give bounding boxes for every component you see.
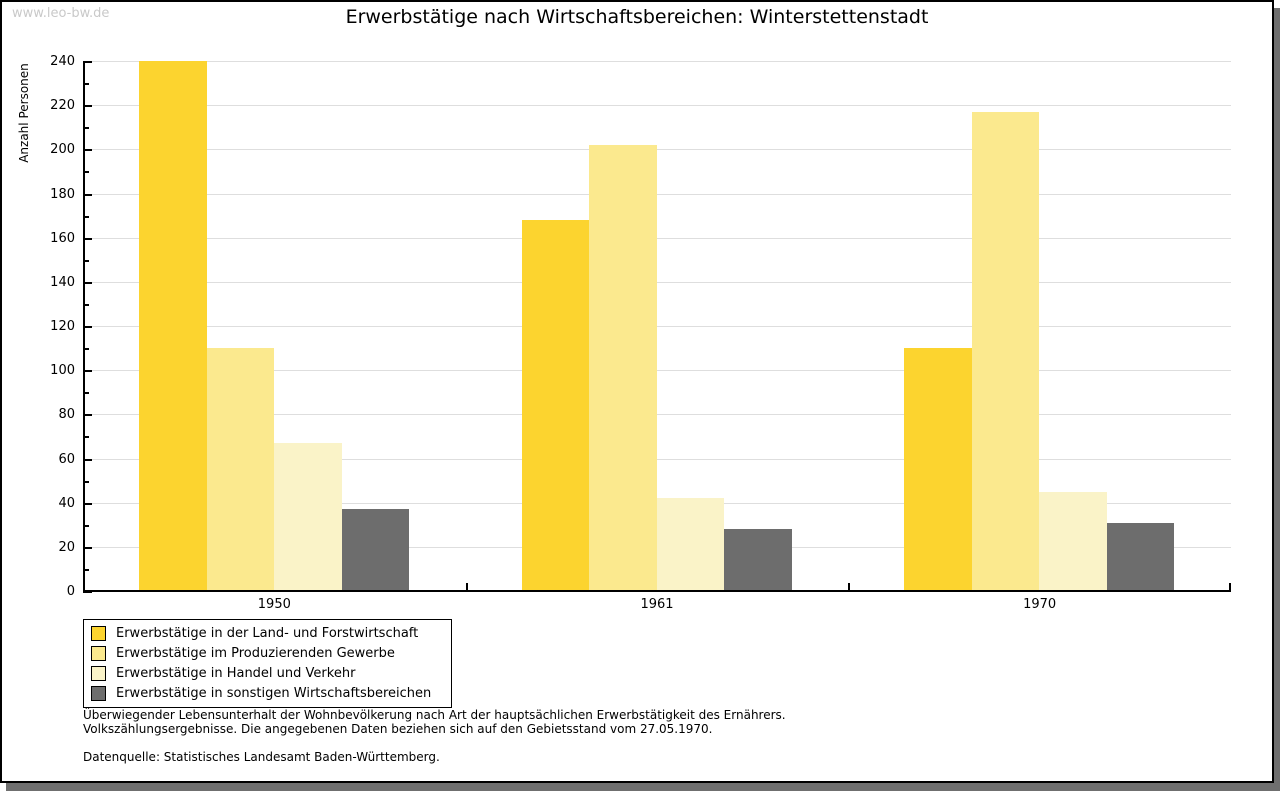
legend-swatch-icon bbox=[91, 625, 106, 641]
legend-label: Erwerbstätige im Produzierenden Gewerbe bbox=[116, 645, 395, 661]
legend-row-2: Erwerbstätige im Produzierenden Gewerbe bbox=[84, 643, 451, 663]
plot-area: 0 20 40 60 80 100 120 140 160 180 200 220 240 1950 196… bbox=[2, 2, 1272, 781]
y-tick-label-0: 0 bbox=[66, 584, 75, 599]
footnotes: Überwiegender Lebensunterhalt der Wohnbe… bbox=[83, 708, 786, 736]
x-category-label-1970: 1970 bbox=[1023, 597, 1057, 612]
y-axis-line bbox=[83, 61, 85, 593]
y-major-tick-180 bbox=[85, 193, 92, 196]
y-tick-label-40: 40 bbox=[58, 495, 75, 511]
y-minor-tick-130 bbox=[85, 303, 89, 306]
legend-swatch-icon bbox=[91, 645, 106, 661]
legend-row-3: Erwerbstätige in Handel und Verkehr bbox=[84, 663, 451, 683]
x-tick-2 bbox=[848, 583, 851, 591]
gridline-180 bbox=[85, 193, 1231, 195]
legend-label: Erwerbstätige in der Land- und Forstwirt… bbox=[116, 625, 419, 641]
gridline-120 bbox=[85, 326, 1231, 327]
y-major-tick-80 bbox=[85, 414, 92, 417]
bar-1970-series3 bbox=[1039, 491, 1107, 591]
gridline-80 bbox=[85, 414, 1231, 416]
bar-1950-series3 bbox=[274, 443, 342, 591]
y-tick-label-180: 180 bbox=[50, 186, 75, 202]
source-note: Datenquelle: Statistisches Landesamt Bad… bbox=[83, 750, 440, 764]
y-tick-label-120: 120 bbox=[50, 319, 75, 334]
bar-1970-series1 bbox=[904, 348, 972, 591]
y-tick-label-160: 160 bbox=[50, 230, 75, 246]
bar-1961-series4 bbox=[724, 529, 792, 591]
y-minor-tick-10 bbox=[85, 568, 89, 571]
x-axis-line bbox=[83, 590, 1231, 592]
gridline-160 bbox=[85, 237, 1231, 239]
y-major-tick-160 bbox=[85, 237, 92, 240]
x-tick-0 bbox=[83, 583, 85, 591]
y-minor-tick-190 bbox=[85, 171, 89, 174]
y-minor-tick-50 bbox=[85, 480, 89, 483]
bar-1961-series3 bbox=[656, 498, 725, 591]
bar-1950-series4 bbox=[341, 509, 409, 591]
y-major-tick-140 bbox=[85, 281, 92, 284]
gridline-60 bbox=[85, 458, 1231, 460]
legend-label: Erwerbstätige in Handel und Verkehr bbox=[116, 665, 356, 681]
y-major-tick-220 bbox=[85, 105, 92, 108]
y-tick-label-80: 80 bbox=[58, 407, 75, 423]
y-major-tick-240 bbox=[85, 61, 92, 63]
legend-row-1: Erwerbstätige in der Land- und Forstwirt… bbox=[84, 623, 451, 643]
y-tick-label-200: 200 bbox=[50, 142, 75, 158]
chart-title: Erwerbstätige nach Wirtschaftsbereichen:… bbox=[345, 6, 929, 28]
y-minor-tick-210 bbox=[85, 127, 89, 130]
y-major-tick-120 bbox=[85, 326, 92, 328]
y-minor-tick-150 bbox=[85, 259, 89, 262]
bar-1970-series4 bbox=[1106, 522, 1175, 591]
y-minor-tick-90 bbox=[85, 392, 89, 395]
y-tick-label-240: 240 bbox=[50, 54, 75, 69]
y-minor-tick-230 bbox=[85, 83, 89, 86]
y-major-tick-200 bbox=[85, 149, 92, 152]
y-tick-label-60: 60 bbox=[58, 451, 75, 467]
footnote-line-1: Überwiegender Lebensunterhalt der Wohnbe… bbox=[83, 708, 786, 722]
legend-swatch-icon bbox=[91, 685, 106, 701]
y-minor-tick-170 bbox=[85, 215, 89, 218]
y-tick-label-220: 220 bbox=[50, 98, 75, 114]
gridline-100 bbox=[85, 370, 1231, 372]
legend-label: Erwerbstätige in sonstigen Wirtschaftsbe… bbox=[116, 685, 432, 701]
x-category-label-1950: 1950 bbox=[257, 597, 291, 612]
x-tick-3 bbox=[1229, 583, 1231, 591]
x-category-label-1961: 1961 bbox=[640, 597, 674, 612]
y-minor-tick-110 bbox=[85, 348, 89, 351]
x-tick-1 bbox=[465, 583, 468, 591]
y-tick-label-20: 20 bbox=[58, 539, 75, 555]
gridline-220 bbox=[85, 105, 1231, 107]
y-major-tick-100 bbox=[85, 370, 92, 373]
bar-1961-series1 bbox=[521, 220, 590, 591]
y-minor-tick-70 bbox=[85, 436, 89, 439]
watermark: www.leo-bw.de bbox=[12, 6, 110, 21]
footnote-line-2: Volkszählungsergebnisse. Die angegebenen… bbox=[83, 722, 713, 736]
y-tick-label-100: 100 bbox=[50, 363, 75, 379]
y-tick-label-140: 140 bbox=[50, 274, 75, 290]
y-major-tick-60 bbox=[85, 458, 92, 461]
legend-row-4: Erwerbstätige in sonstigen Wirtschaftsbe… bbox=[84, 683, 451, 703]
y-major-tick-40 bbox=[85, 502, 92, 505]
legend: Erwerbstätige in der Land- und Forstwirt… bbox=[83, 619, 452, 708]
bar-1961-series2 bbox=[589, 144, 657, 591]
gridline-200 bbox=[85, 149, 1231, 151]
legend-swatch-icon bbox=[91, 665, 106, 681]
bar-1950-series2 bbox=[206, 348, 274, 591]
bar-1970-series2 bbox=[971, 111, 1040, 591]
y-minor-tick-30 bbox=[85, 524, 89, 527]
y-major-tick-0 bbox=[85, 591, 92, 593]
gridline-140 bbox=[85, 281, 1231, 283]
gridline-240 bbox=[85, 61, 1231, 62]
y-major-tick-20 bbox=[85, 546, 92, 549]
bar-1950-series1 bbox=[139, 61, 207, 591]
